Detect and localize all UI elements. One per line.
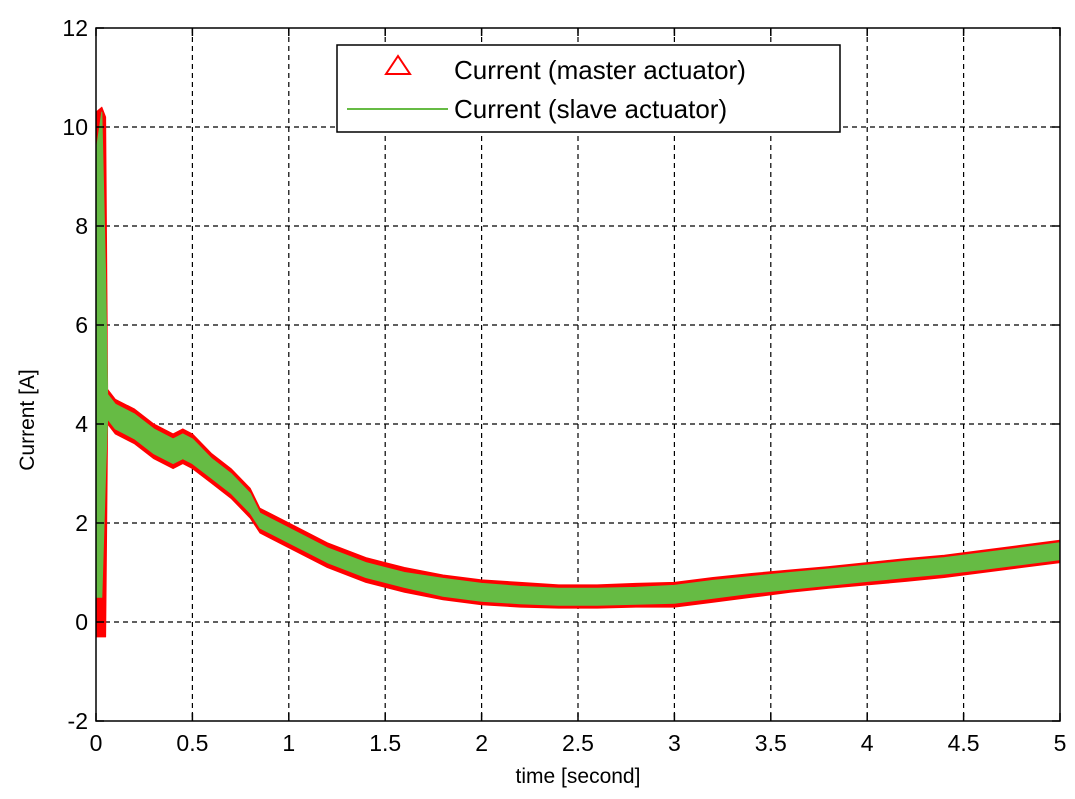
x-tick-label: 2	[475, 730, 488, 756]
legend-marker-master	[384, 54, 412, 75]
x-tick-label: 1.5	[369, 730, 401, 756]
y-axis-label: Current [A]	[16, 369, 39, 471]
x-tick-label: 0	[90, 730, 103, 756]
y-tick-label: 8	[75, 213, 88, 239]
y-axis-ticks: -2 0 2 4 6 8 10 12	[62, 15, 88, 734]
x-axis-label: time [second]	[516, 765, 641, 788]
y-tick-label: 10	[62, 114, 88, 140]
legend-label-slave: Current (slave actuator)	[454, 94, 727, 124]
x-tick-label: 0.5	[176, 730, 208, 756]
legend-box	[336, 44, 841, 133]
y-tick-label: 0	[75, 609, 88, 635]
y-tick-label: 6	[75, 312, 88, 338]
legend-label-master: Current (master actuator)	[454, 55, 746, 85]
x-tick-label: 4.5	[948, 730, 980, 756]
x-tick-label: 2.5	[562, 730, 594, 756]
x-tick-label: 1	[282, 730, 295, 756]
x-tick-label: 5	[1054, 730, 1067, 756]
y-tick-label: -2	[68, 708, 88, 734]
x-tick-label: 4	[861, 730, 874, 756]
y-tick-label: 2	[75, 510, 88, 536]
axes	[95, 27, 1061, 722]
y-tick-label: 12	[62, 15, 88, 41]
x-axis-ticks: 0 0.5 1 1.5 2 2.5 3 3.5 4 4.5 5	[90, 730, 1067, 756]
x-tick-label: 3	[668, 730, 681, 756]
y-tick-label: 4	[75, 411, 88, 437]
x-tick-label: 3.5	[755, 730, 787, 756]
legend: Current (master actuator) Current (slave…	[336, 44, 841, 133]
